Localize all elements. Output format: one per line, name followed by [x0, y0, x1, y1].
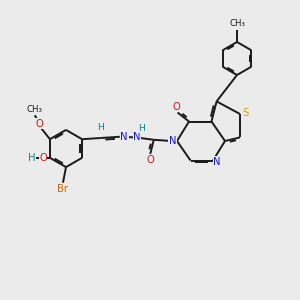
Text: O: O	[172, 101, 180, 112]
Text: N: N	[169, 136, 176, 146]
Text: N: N	[214, 157, 221, 167]
Text: H: H	[28, 153, 35, 163]
Text: Br: Br	[58, 184, 68, 194]
Text: O: O	[36, 118, 43, 129]
Text: S: S	[243, 107, 249, 118]
Text: O: O	[146, 155, 154, 165]
Text: O: O	[39, 153, 47, 163]
Text: H: H	[97, 123, 104, 132]
Text: CH₃: CH₃	[27, 105, 43, 114]
Text: CH₃: CH₃	[229, 20, 245, 28]
Text: N: N	[133, 132, 141, 142]
Text: H: H	[138, 124, 145, 133]
Text: N: N	[120, 132, 128, 142]
